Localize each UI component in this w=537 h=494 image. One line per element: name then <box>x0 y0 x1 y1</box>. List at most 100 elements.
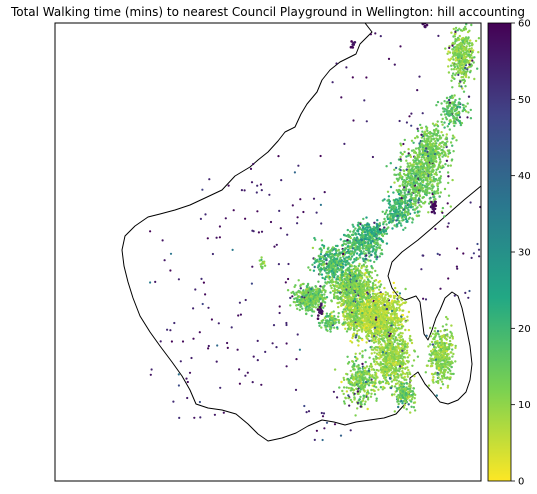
scatter-point <box>325 262 328 265</box>
scatter-point <box>443 329 446 332</box>
scatter-point <box>349 252 353 256</box>
scatter-point <box>438 170 441 174</box>
scatter-point <box>445 144 448 147</box>
scatter-point <box>377 243 380 246</box>
scatter-point <box>376 307 379 310</box>
scatter-point <box>432 175 435 179</box>
scatter-point <box>378 285 382 288</box>
scatter-point <box>418 177 421 180</box>
scatter-point <box>310 297 314 301</box>
scatter-point <box>343 318 346 321</box>
scatter-point <box>318 288 321 291</box>
scatter-point <box>358 282 362 285</box>
scatter-point <box>436 363 439 367</box>
scatter-point <box>423 153 427 157</box>
scatter-point <box>362 381 365 384</box>
scatter-point <box>394 286 397 290</box>
scatter-point <box>398 365 402 368</box>
scatter-point <box>370 388 373 392</box>
scatter-point <box>306 282 310 286</box>
scatter-point <box>375 286 379 289</box>
scatter-point <box>391 299 394 302</box>
scatter-point <box>382 348 385 352</box>
scatter-point <box>437 360 440 364</box>
scatter-point <box>444 142 448 145</box>
scatter-point <box>386 329 389 333</box>
scatter-point <box>374 373 377 377</box>
scatter-point <box>342 376 345 380</box>
scatter-point <box>392 363 395 367</box>
scatter-point <box>320 262 323 266</box>
scatter-point <box>365 254 368 257</box>
scatter-point <box>368 378 371 381</box>
scatter-point <box>407 148 410 151</box>
scatter-point <box>438 143 441 147</box>
scatter-point <box>361 338 364 342</box>
scatter-point <box>354 359 358 362</box>
scatter-point <box>358 247 361 250</box>
scatter-point <box>408 382 411 386</box>
scatter-point <box>415 214 418 217</box>
scatter-point <box>384 291 387 294</box>
scatter-point <box>430 179 433 182</box>
scatter-point <box>400 327 403 330</box>
scatter-point <box>382 359 385 363</box>
scatter-point <box>436 179 439 182</box>
scatter-point <box>444 346 447 349</box>
scatter-point <box>429 326 432 330</box>
scatter-point <box>320 239 323 242</box>
scatter-point <box>394 366 398 369</box>
scatter-point <box>372 320 375 323</box>
scatter-point <box>386 363 389 366</box>
scatter-point <box>375 248 378 252</box>
scatter-point <box>413 350 417 353</box>
scatter-point <box>374 371 377 374</box>
scatter-point <box>378 357 381 360</box>
scatter-point <box>379 292 383 296</box>
scatter-point <box>422 144 425 148</box>
scatter-point <box>399 165 402 169</box>
scatter-point <box>361 383 364 387</box>
scatter-point <box>321 296 324 300</box>
scatter-point <box>375 258 378 261</box>
scatter-point <box>404 367 407 370</box>
scatter-point <box>353 287 356 290</box>
scatter-point <box>374 314 377 317</box>
scatter-point <box>399 320 402 324</box>
scatter-point <box>351 374 354 378</box>
scatter-point <box>369 374 372 377</box>
scatter-point <box>406 361 410 364</box>
scatter-point <box>448 364 451 367</box>
scatter-point <box>338 264 341 267</box>
scatter-point <box>321 300 325 303</box>
scatter-point <box>423 191 427 194</box>
scatter-point <box>379 361 382 364</box>
scatter-point <box>394 352 398 356</box>
scatter-point <box>387 343 390 346</box>
scatter-point <box>394 361 398 364</box>
scatter-point <box>354 352 357 355</box>
scatter-point <box>438 177 441 180</box>
scatter-point <box>361 247 365 250</box>
scatter-point <box>392 355 395 358</box>
scatter-point <box>362 379 365 382</box>
scatter-point <box>309 268 312 272</box>
scatter-point <box>438 137 441 140</box>
scatter-point <box>357 379 360 383</box>
scatter-point <box>388 334 391 338</box>
scatter-point <box>305 288 308 291</box>
scatter-point <box>401 344 404 347</box>
scatter-point <box>432 169 435 172</box>
scatter-point <box>395 379 398 382</box>
scatter-point <box>353 282 356 285</box>
scatter-point <box>454 346 457 350</box>
scatter-point <box>349 389 353 392</box>
scatter-point <box>452 352 455 356</box>
scatter-point <box>417 147 420 150</box>
scatter-point <box>342 378 346 382</box>
scatter-point <box>378 340 382 344</box>
scatter-point <box>421 196 424 200</box>
scatter-point <box>400 342 404 345</box>
scatter-point <box>392 331 395 334</box>
scatter-point <box>448 151 452 155</box>
